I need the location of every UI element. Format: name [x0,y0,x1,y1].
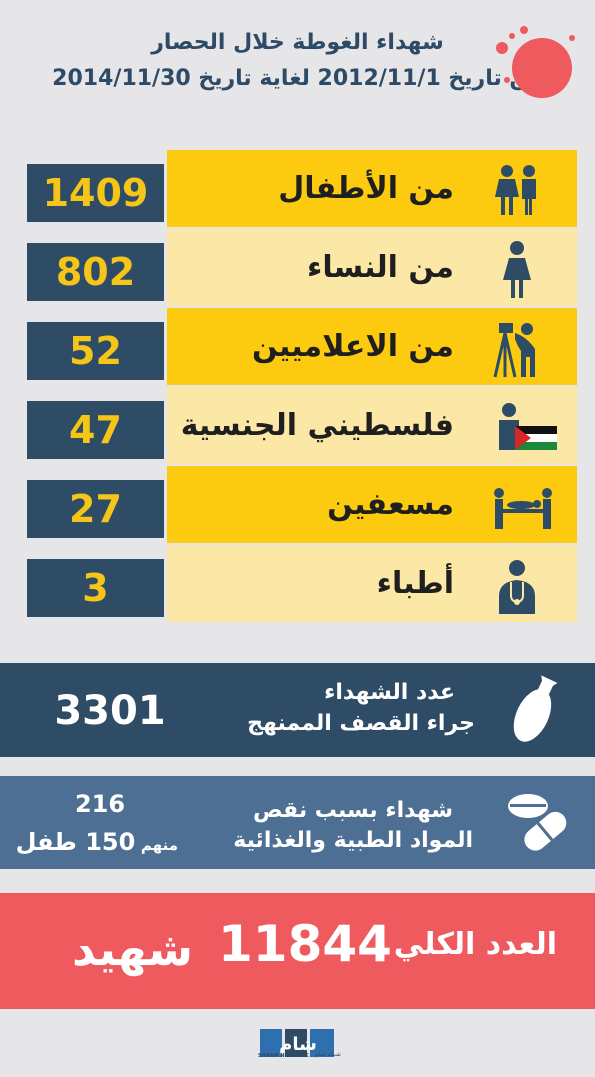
doctor-icon [499,559,535,614]
children-count: 1409 [27,164,164,222]
row-label: من النساء [307,250,454,285]
bomb-icon [513,675,558,742]
logo-english-text: SHAAM NETWORK [258,1053,309,1059]
row-label: مسعفين [327,487,454,522]
palestine-flag-person-icon [499,402,557,450]
row-label: من الأطفال [278,171,454,206]
palestinians-count: 47 [27,401,164,459]
stretcher-icon [494,487,552,529]
shortage-count: 216 [74,790,126,818]
total-band [0,893,595,1009]
children-icon [495,164,536,215]
row-women: من النساء [167,229,577,306]
svg-text:شام: شام [279,1034,317,1055]
total-unit: شهيد [72,922,193,976]
doctors-count: 3 [27,559,164,617]
journalists-count: 52 [27,322,164,380]
row-palestinians: فلسطيني الجنسية [167,387,577,464]
paramedics-count: 27 [27,480,164,538]
shaam-network-logo-icon: شام [260,1029,334,1057]
bombing-count: 3301 [54,688,166,734]
row-journalists: من الاعلاميين [167,308,577,385]
women-count: 802 [27,243,164,301]
page-title: شهداء الغوطة خلال الحصار [151,30,444,55]
shortage-label-line1: شهداء بسبب نقص [253,798,453,823]
camera-person-icon [493,322,535,377]
row-label: من الاعلاميين [252,329,454,364]
bombing-band [0,663,595,757]
woman-icon [503,240,531,298]
row-paramedics: مسعفين [167,466,577,543]
row-label: فلسطيني الجنسية [180,408,454,443]
bombing-label-line2: جراء القصف الممنهج [247,711,475,736]
shortage-label-line2: المواد الطبية والغذائية [233,828,473,853]
date-range-subtitle: من تاريخ 2012/11/1 لغاية تاريخ 2014/11/3… [52,66,543,91]
row-label: أطباء [376,566,454,601]
total-count: 11844 [218,915,392,973]
blood-splatter-icon [496,26,575,98]
total-label: العدد الكلي [393,927,557,962]
shortage-prefix: منهم [140,836,178,854]
shortage-band [0,776,595,869]
logo-arabic-text: شبكة شام [315,1051,341,1058]
bombing-label-line1: عدد الشهداء [324,680,455,705]
shortage-children-count: 150 طفل [15,828,136,856]
row-doctors: أطباء [167,545,577,622]
shortage-children-note: منهم 150 طفل [15,828,178,856]
pills-icon [508,794,567,851]
row-children: من الأطفال [167,150,577,227]
